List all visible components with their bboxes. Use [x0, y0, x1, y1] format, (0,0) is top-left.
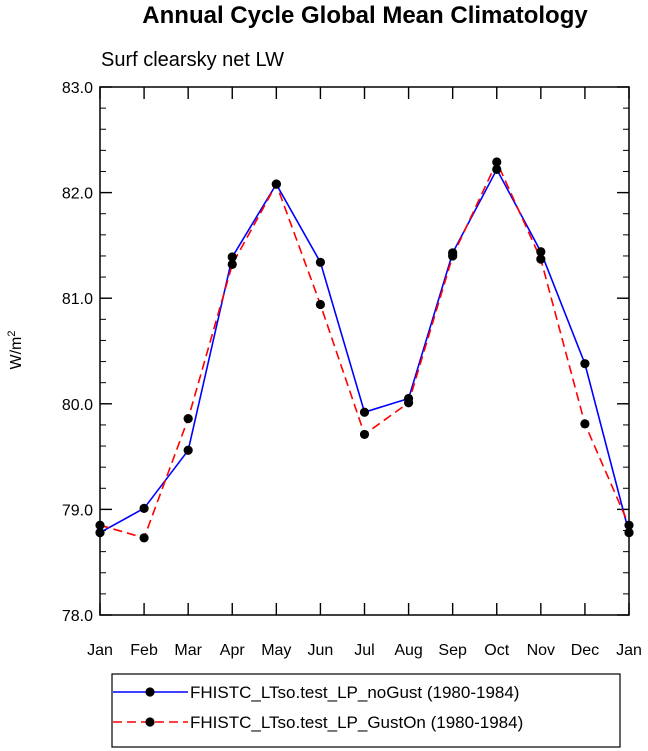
series-1-point [139, 503, 149, 513]
series-1-point [492, 164, 502, 174]
x-tick-label: Jun [308, 642, 334, 659]
plot-frame [99, 86, 630, 616]
series-1-point [359, 407, 370, 417]
y-tick-label: 83.0 [62, 80, 93, 97]
y-axis-label: W/m2 [6, 331, 25, 370]
x-tick-label: Oct [484, 642, 509, 659]
x-tick-label: Jan [87, 642, 113, 659]
series-2-point [227, 259, 237, 270]
y-tick-label: 79.0 [62, 502, 93, 519]
y-tick-label: 78.0 [62, 608, 93, 625]
series-2-point [359, 429, 370, 440]
legend-label-1: FHISTC_LTso.test_LP_noGust (1980-1984) [190, 683, 519, 702]
x-tick-labels: Jan Feb Mar Apr May Jun Jul Aug Sep Oct Nov Dec Jan [87, 642, 642, 659]
series-2-point [271, 179, 281, 189]
series-2-point [139, 533, 149, 543]
series-1-point [227, 252, 237, 262]
series-1-point [183, 445, 193, 455]
series-points [95, 157, 634, 543]
x-tick-label: Jul [354, 642, 374, 659]
x-tick-label: Mar [174, 642, 202, 659]
x-tick-label: Sep [438, 642, 467, 659]
series-2-point [448, 251, 458, 261]
series-2-point [580, 419, 590, 429]
svg-text:W/m2: W/m2 [6, 331, 25, 370]
series-2-point [492, 157, 502, 167]
legend-marker-1 [145, 687, 155, 697]
x-tick-label: Nov [527, 642, 555, 659]
legend: FHISTC_LTso.test_LP_noGust (1980-1984) FH… [111, 673, 621, 748]
chart-subtitle: Surf clearsky net LW [101, 49, 284, 71]
major-ticks [99, 86, 630, 616]
x-tick-label: Feb [130, 642, 158, 659]
series-1-point [536, 247, 546, 257]
y-axis-label-text: W/m [8, 337, 25, 370]
chart-title: Annual Cycle Global Mean Climatology [142, 2, 588, 29]
legend-label-2: FHISTC_LTso.test_LP_GustOn (1980-1984) [190, 713, 523, 732]
y-tick-label: 80.0 [62, 397, 93, 414]
series-lines [99, 160, 630, 539]
series-line-2 [99, 160, 630, 539]
series-2-point [315, 299, 326, 310]
y-tick-labels: 78.0 79.0 80.0 81.0 82.0 83.0 [62, 80, 93, 625]
x-tick-label: May [261, 642, 291, 659]
x-tick-label: Jan [616, 642, 642, 659]
x-tick-label: Apr [220, 642, 246, 659]
series-2-point [183, 413, 193, 424]
x-tick-label: Dec [571, 642, 599, 659]
legend-marker-2 [145, 717, 155, 727]
legend-box [111, 673, 621, 748]
y-tick-label: 82.0 [62, 186, 93, 203]
series-2-point [536, 254, 546, 264]
y-axis-label-superscript: 2 [6, 331, 18, 337]
series-1-point [580, 359, 590, 369]
y-tick-label: 81.0 [62, 291, 93, 308]
series-2-point [403, 398, 414, 408]
series-line-1 [99, 167, 630, 534]
minor-ticks [100, 86, 629, 616]
series-1-point [315, 257, 326, 267]
x-tick-label: Aug [394, 642, 422, 659]
